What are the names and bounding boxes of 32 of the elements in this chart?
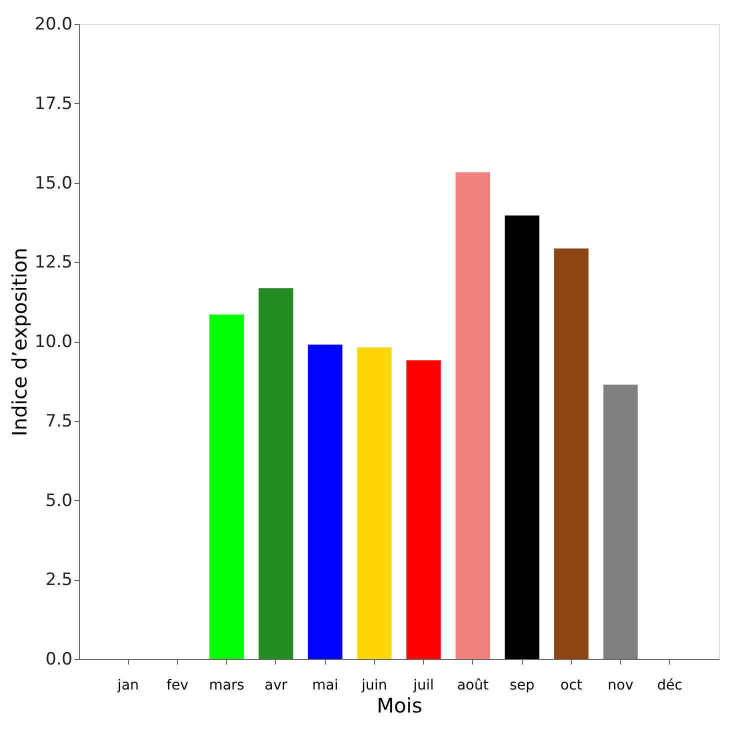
bar (603, 384, 638, 659)
bar (357, 348, 392, 659)
x-tick-label: déc (657, 678, 682, 694)
y-tick-label: 7.5 (45, 411, 72, 432)
x-tick-label: mai (312, 678, 338, 694)
x-tick-label: août (457, 678, 490, 694)
x-tick-label: fev (166, 678, 188, 694)
y-tick-label: 10.0 (34, 332, 72, 352)
x-tick-label: jan (116, 678, 139, 694)
y-tick-label: 20.0 (34, 14, 72, 34)
y-tick-label: 17.5 (34, 94, 72, 114)
x-axis-title: Mois (376, 694, 422, 718)
x-tick-label: juin (360, 678, 388, 694)
y-axis-title: Indice d’exposition (8, 248, 32, 436)
bar (308, 344, 342, 659)
bar (504, 215, 540, 659)
x-tick-label: nov (608, 678, 634, 694)
x-tick-label: sep (510, 678, 535, 694)
y-tick-label: 15.0 (34, 173, 72, 194)
bar (258, 288, 294, 659)
y-tick-label: 5.0 (45, 490, 72, 511)
x-tick-label: avr (264, 678, 288, 694)
bar (456, 172, 490, 659)
y-tick-label: 12.5 (34, 252, 72, 273)
x-tick-label: mars (209, 678, 244, 694)
x-tick-label: oct (560, 678, 583, 694)
y-tick-label: 2.5 (45, 570, 72, 590)
bar (209, 314, 244, 659)
bar (406, 360, 441, 659)
x-tick-label: juil (412, 678, 434, 694)
bar (554, 248, 589, 659)
y-tick-label: 0.0 (45, 650, 72, 670)
